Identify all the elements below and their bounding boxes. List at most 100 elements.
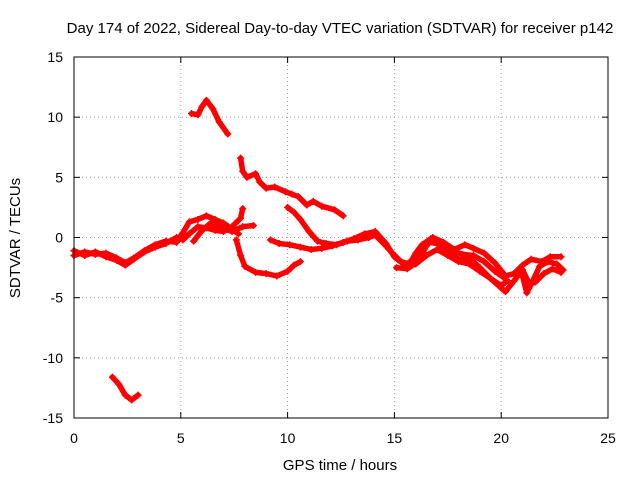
data-point-marker xyxy=(309,197,317,205)
data-point-marker xyxy=(207,219,215,227)
x-tick-label: 0 xyxy=(70,430,78,446)
data-point-marker xyxy=(487,274,495,282)
y-tick-label: 10 xyxy=(47,109,63,125)
data-point-marker xyxy=(527,280,535,288)
data-point-marker xyxy=(476,267,484,275)
data-point-marker xyxy=(284,267,292,275)
x-tick-label: 25 xyxy=(600,430,616,446)
data-point-marker xyxy=(454,258,462,266)
x-tick-label: 20 xyxy=(493,430,509,446)
data-point-marker xyxy=(314,237,322,245)
data-point-marker xyxy=(491,267,499,275)
x-axis-label: GPS time / hours xyxy=(283,457,397,474)
data-point-marker xyxy=(510,277,518,285)
data-point-marker xyxy=(271,183,279,191)
data-point-marker xyxy=(121,391,129,399)
data-point-marker xyxy=(501,272,509,280)
data-point-marker xyxy=(232,236,240,244)
data-point-marker xyxy=(215,118,223,126)
data-point-marker xyxy=(190,237,198,245)
data-point-marker xyxy=(360,230,368,238)
data-point-marker xyxy=(239,223,247,231)
data-point-marker xyxy=(202,212,210,220)
data-point-marker xyxy=(194,215,202,223)
data-point-marker xyxy=(173,234,181,241)
data-series xyxy=(70,96,567,404)
data-point-marker xyxy=(288,190,296,198)
data-point-marker xyxy=(198,226,206,234)
data-point-marker xyxy=(194,223,202,231)
data-point-marker xyxy=(469,244,477,252)
data-point-marker xyxy=(540,270,548,278)
data-point-marker xyxy=(202,96,210,104)
data-point-marker xyxy=(91,248,99,256)
data-point-marker xyxy=(102,253,110,261)
data-point-marker xyxy=(296,215,304,223)
data-point-marker xyxy=(480,249,488,257)
data-point-marker xyxy=(497,284,505,292)
data-point-marker xyxy=(557,253,565,261)
data-point-marker xyxy=(469,252,477,260)
data-point-marker xyxy=(273,272,281,280)
data-point-marker xyxy=(209,105,217,113)
data-point-marker xyxy=(198,102,206,110)
data-point-marker xyxy=(403,265,411,273)
data-point-marker xyxy=(491,259,499,267)
data-point-marker xyxy=(501,288,509,296)
data-point-marker xyxy=(220,219,228,227)
data-point-marker xyxy=(121,261,129,269)
data-point-marker xyxy=(241,262,249,270)
data-point-marker xyxy=(382,240,390,248)
data-point-marker xyxy=(151,243,159,251)
data-point-marker xyxy=(516,264,524,272)
data-point-marker xyxy=(134,391,142,399)
data-point-marker xyxy=(523,289,531,297)
y-tick-label: 0 xyxy=(55,230,63,246)
y-tick-label: -5 xyxy=(51,290,64,306)
data-point-marker xyxy=(444,252,452,260)
series-markers-track-l xyxy=(108,373,142,404)
data-point-marker xyxy=(262,184,270,192)
data-point-marker xyxy=(128,396,136,404)
x-tick-label: 5 xyxy=(177,430,185,446)
series-markers-track-k xyxy=(516,258,567,297)
data-point-marker xyxy=(318,202,326,210)
data-point-marker xyxy=(115,380,123,388)
data-point-marker xyxy=(217,224,225,232)
data-point-marker xyxy=(429,234,437,241)
y-axis-label: SDTVAR / TECUs xyxy=(7,178,24,298)
data-point-marker xyxy=(504,277,512,285)
data-point-marker xyxy=(548,265,556,273)
data-point-marker xyxy=(140,248,148,256)
data-point-marker xyxy=(422,242,430,250)
data-point-marker xyxy=(290,208,298,216)
data-point-marker xyxy=(350,235,358,243)
grid-lines xyxy=(74,57,608,418)
data-point-marker xyxy=(281,188,289,196)
x-tick-label: 10 xyxy=(280,430,296,446)
data-point-marker xyxy=(284,203,292,211)
data-point-marker xyxy=(290,261,298,269)
data-point-marker xyxy=(130,255,138,263)
data-point-marker xyxy=(318,244,326,252)
data-point-marker xyxy=(307,246,315,254)
data-point-marker xyxy=(553,260,561,268)
data-point-marker xyxy=(185,218,193,226)
data-point-marker xyxy=(187,110,195,118)
data-point-marker xyxy=(412,260,420,268)
y-tick-label: -10 xyxy=(43,350,63,366)
data-point-marker xyxy=(275,240,283,248)
data-point-marker xyxy=(461,241,469,249)
series-markers-track-e xyxy=(187,96,232,138)
data-point-marker xyxy=(237,154,245,162)
data-point-marker xyxy=(433,246,441,254)
series-markers-track-f xyxy=(237,154,347,220)
data-point-marker xyxy=(544,258,552,266)
data-point-marker xyxy=(179,229,187,237)
data-point-marker xyxy=(331,206,339,214)
data-point-marker xyxy=(527,255,535,263)
y-tick-label: 15 xyxy=(47,49,63,65)
data-point-marker xyxy=(262,270,270,278)
data-point-marker xyxy=(239,205,247,213)
